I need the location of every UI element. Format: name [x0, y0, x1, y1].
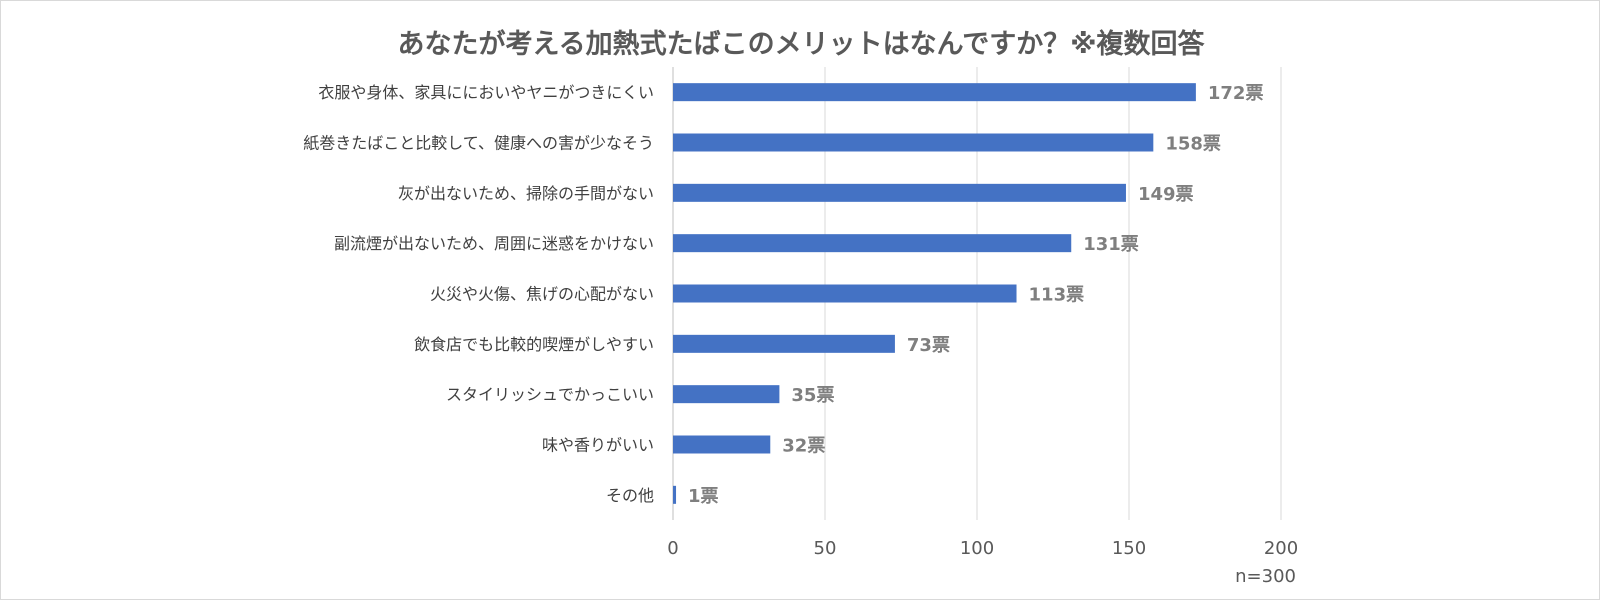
- sample-size-note: n=300: [1235, 566, 1296, 587]
- bar: [673, 284, 1017, 303]
- bar: [673, 234, 1072, 253]
- x-axis-ticks: 0 50 100 150 200: [667, 538, 1298, 559]
- category-label: 飲食店でも比較的喫煙がしやすい: [414, 335, 654, 354]
- data-label: 158票: [1165, 134, 1221, 155]
- bar: [673, 385, 780, 404]
- bar: [673, 334, 895, 353]
- category-label: 灰が出ないため、掃除の手間がない: [398, 184, 654, 203]
- data-label: 73票: [907, 335, 950, 356]
- data-label: 113票: [1029, 285, 1085, 306]
- category-labels: 衣服や身体、家具ににおいやヤニがつきにくい紙巻きたばこと比較して、健康への害が少…: [303, 83, 654, 505]
- category-label: その他: [606, 486, 654, 505]
- category-label: 副流煙が出ないため、周囲に迷惑をかけない: [334, 234, 654, 253]
- data-labels: 172票 158票 149票 131票 113票 73票 35票 32票 1票: [688, 83, 1263, 507]
- bar: [673, 485, 677, 504]
- data-label: 149票: [1138, 184, 1194, 205]
- bar: [673, 435, 771, 454]
- x-tick-label: 0: [667, 538, 678, 559]
- x-tick-label: 100: [960, 538, 994, 559]
- category-label: スタイリッシュでかっこいい: [446, 385, 654, 404]
- category-label: 火災や火傷、焦げの心配がない: [430, 285, 654, 304]
- bar: [673, 133, 1154, 152]
- category-label: 味や香りがいい: [542, 436, 654, 455]
- category-label: 衣服や身体、家具ににおいやヤニがつきにくい: [318, 83, 654, 102]
- data-label: 35票: [791, 385, 834, 406]
- chart-title: あなたが考える加熱式たばこのメリットはなんですか？※複数回答: [397, 28, 1205, 60]
- x-tick-label: 200: [1264, 538, 1298, 559]
- bar: [673, 183, 1126, 202]
- x-tick-label: 150: [1112, 538, 1146, 559]
- category-label: 紙巻きたばこと比較して、健康への害が少なそう: [303, 134, 654, 153]
- bar: [673, 83, 1196, 102]
- data-label: 1票: [688, 486, 719, 507]
- x-tick-label: 50: [814, 538, 837, 559]
- data-label: 172票: [1208, 83, 1264, 104]
- data-label: 131票: [1083, 234, 1139, 255]
- bars: [673, 83, 1196, 504]
- data-label: 32票: [782, 436, 825, 457]
